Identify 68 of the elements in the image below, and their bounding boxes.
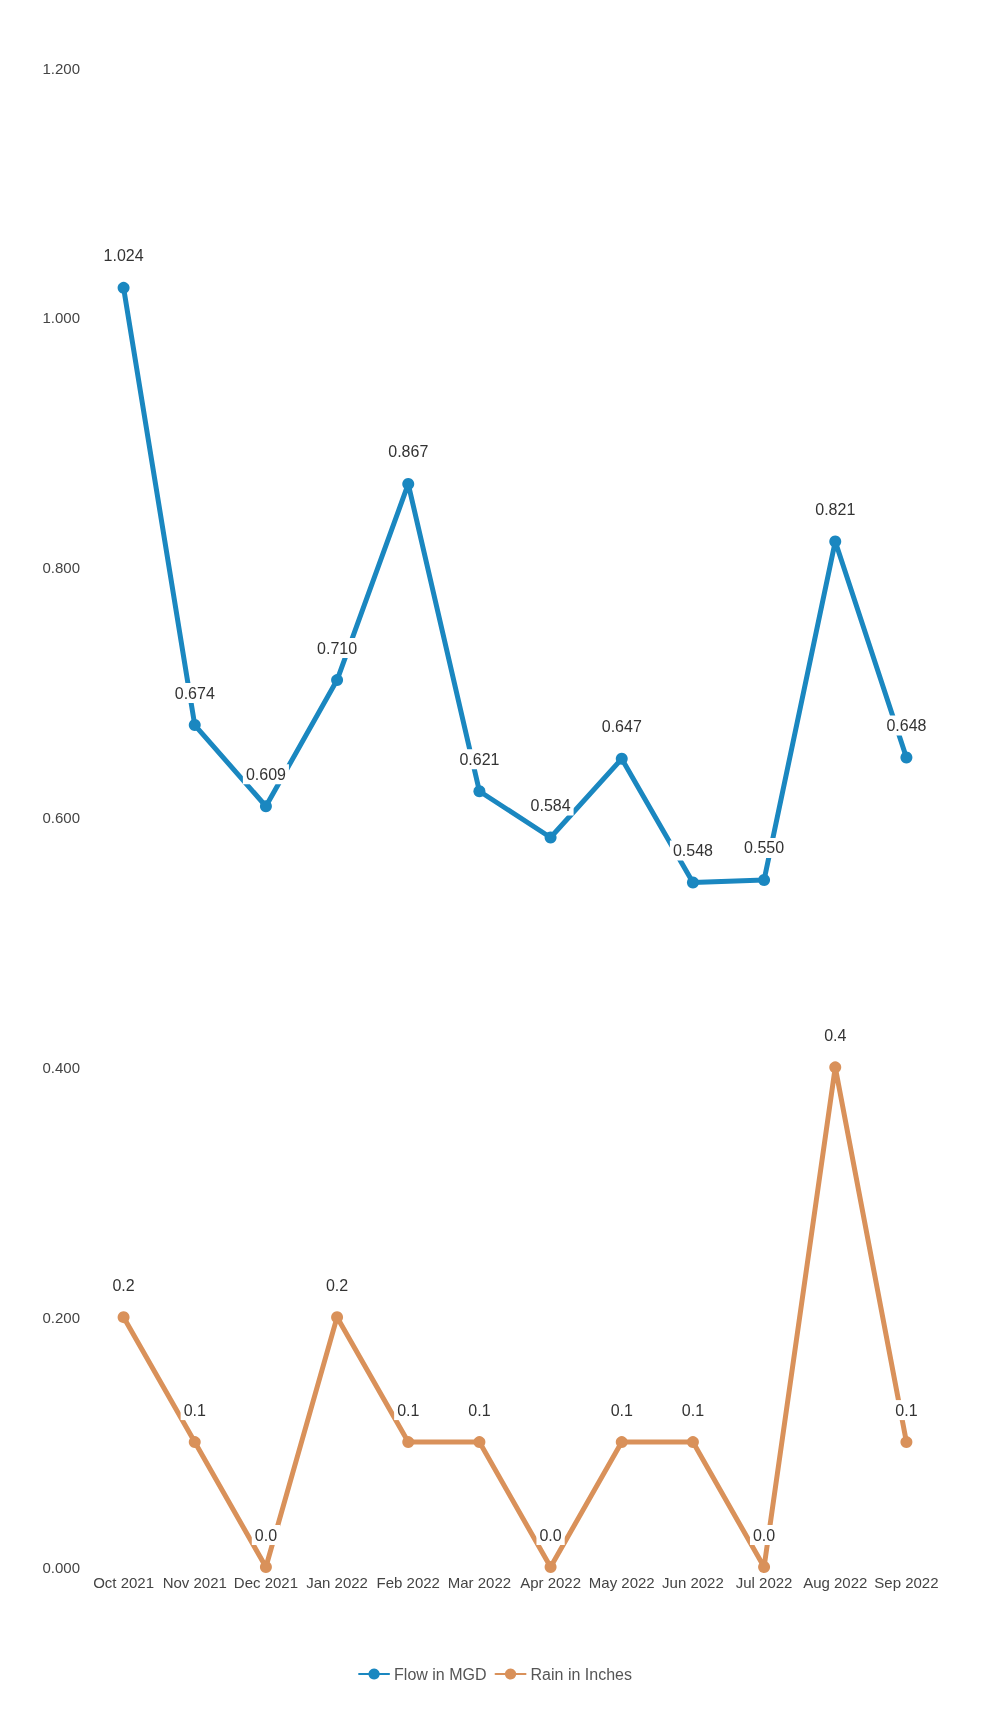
point [331, 674, 344, 687]
data-label: 0.0 [539, 1526, 562, 1544]
data-label: 0.0 [752, 1526, 776, 1544]
x-tick-label: Apr 2022 [520, 1574, 582, 1591]
point [829, 1061, 842, 1074]
data-label: 0.1 [895, 1401, 918, 1419]
point [615, 1436, 628, 1449]
y-tick-label: 1.200 [42, 59, 80, 77]
point [758, 1561, 771, 1573]
x-tick-label: Sep 2022 [874, 1574, 939, 1591]
data-label: 0.548 [672, 841, 714, 859]
point [686, 1436, 699, 1449]
point [900, 1436, 913, 1449]
x-tick-label: Dec 2021 [233, 1574, 299, 1591]
legend-label: Flow in MGD [394, 1665, 487, 1683]
y-tick-label: 0.800 [42, 559, 80, 577]
data-label: 0.648 [886, 717, 927, 735]
legend-label: Rain in Inches [530, 1665, 632, 1683]
point [758, 873, 771, 886]
x-tick-label: Oct 2021 [93, 1574, 155, 1591]
data-label: 0.1 [468, 1401, 491, 1419]
data-label: 0.2 [325, 1276, 349, 1294]
point [117, 1311, 130, 1324]
y-tick-label: 0.600 [42, 809, 80, 826]
data-label: 0.710 [317, 639, 358, 657]
x-tick-label: Jan 2022 [306, 1574, 368, 1591]
data-label: 0.550 [744, 839, 785, 857]
data-label: 0.4 [824, 1026, 847, 1044]
point [829, 535, 842, 548]
point [544, 1561, 557, 1573]
data-label: 0.609 [245, 765, 287, 783]
x-tick-label: Jun 2022 [662, 1574, 724, 1591]
point [544, 831, 557, 844]
x-tick-label: Jul 2022 [735, 1574, 793, 1591]
y-tick-label: 1.000 [42, 309, 80, 327]
point [615, 752, 628, 765]
point [473, 1436, 486, 1449]
data-label: 1.024 [103, 247, 144, 265]
data-label: 0.621 [459, 750, 500, 768]
point [188, 719, 201, 732]
x-tick-label: Aug 2022 [803, 1574, 868, 1591]
x-tick-label: Feb 2022 [376, 1574, 440, 1591]
point [900, 751, 913, 764]
point [188, 1436, 201, 1449]
point [259, 800, 272, 813]
point [402, 1436, 415, 1449]
y-tick-label: 0.200 [42, 1308, 80, 1326]
y-tick-label: 0.000 [42, 1558, 80, 1576]
data-label: 0.2 [112, 1276, 135, 1294]
point [259, 1561, 272, 1573]
y-tick-label: 0.400 [42, 1058, 80, 1076]
data-label: 0.647 [601, 718, 642, 736]
x-tick-label: May 2022 [588, 1574, 655, 1591]
point [473, 785, 486, 798]
point [402, 477, 415, 490]
data-label: 0.1 [397, 1401, 420, 1419]
data-label: 0.1 [183, 1401, 206, 1419]
point [117, 281, 130, 294]
data-label: 0.867 [388, 443, 429, 461]
x-tick-label: Nov 2021 [162, 1574, 227, 1591]
x-tick-label: Mar 2022 [447, 1574, 512, 1591]
data-label: 0.1 [681, 1401, 705, 1419]
data-label: 0.584 [530, 796, 571, 814]
data-label: 0.0 [254, 1526, 278, 1544]
data-label: 0.821 [815, 500, 856, 518]
data-label: 0.1 [610, 1401, 633, 1419]
point [686, 876, 699, 889]
data-label: 0.674 [174, 684, 215, 702]
